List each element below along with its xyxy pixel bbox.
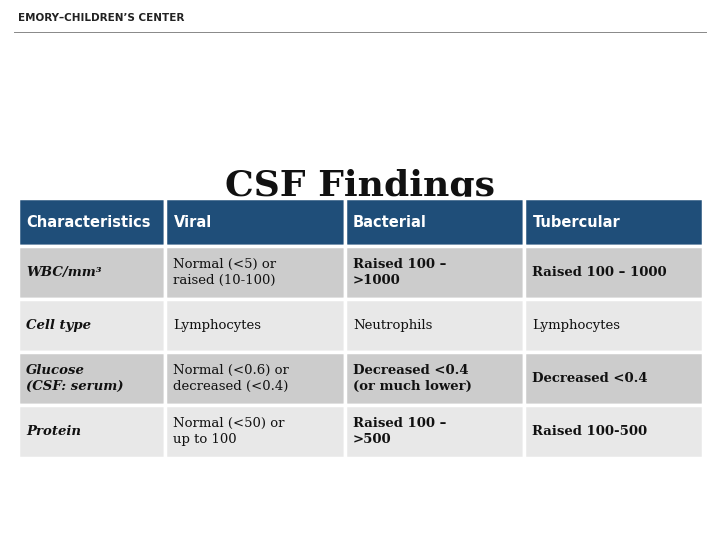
Text: Decreased <0.4: Decreased <0.4 [532,372,648,385]
Text: Decreased <0.4
(or much lower): Decreased <0.4 (or much lower) [353,364,472,393]
Bar [18,405,166,458]
Bar [345,198,524,246]
Bar [524,198,703,246]
Text: Bacterial: Bacterial [353,214,427,230]
Text: Raised 100 – 1000: Raised 100 – 1000 [532,266,667,279]
Bar [166,405,345,458]
Text: Lymphocytes: Lymphocytes [174,319,261,332]
Bar [166,352,345,405]
Text: Tubercular: Tubercular [532,214,620,230]
Bar [345,246,524,299]
Text: Normal (<0.6) or
decreased (<0.4): Normal (<0.6) or decreased (<0.4) [174,364,289,393]
Bar [345,405,524,458]
Bar [166,299,345,352]
Text: Normal (<50) or
up to 100: Normal (<50) or up to 100 [174,417,285,446]
Bar [18,299,166,352]
Bar [166,198,345,246]
Bar [18,198,166,246]
Bar [524,405,703,458]
Text: EMORY–CHILDREN’S CENTER: EMORY–CHILDREN’S CENTER [18,13,184,23]
Text: Normal (<5) or
raised (10-100): Normal (<5) or raised (10-100) [174,258,276,287]
Bar [18,352,166,405]
Bar [166,246,345,299]
Text: Raised 100 –
>1000: Raised 100 – >1000 [353,258,446,287]
Text: Protein: Protein [26,425,81,438]
Text: Lymphocytes: Lymphocytes [532,319,621,332]
Text: WBC/mm³: WBC/mm³ [26,266,102,279]
Bar [524,246,703,299]
Text: Characteristics: Characteristics [26,214,150,230]
Text: Neutrophils: Neutrophils [353,319,432,332]
Bar [345,352,524,405]
Text: CSF Findings: CSF Findings [225,168,495,202]
Bar [524,299,703,352]
Bar [345,299,524,352]
Text: Viral: Viral [174,214,212,230]
Text: Raised 100-500: Raised 100-500 [532,425,647,438]
Text: Cell type: Cell type [26,319,91,332]
Text: Raised 100 –
>500: Raised 100 – >500 [353,417,446,446]
Bar [18,246,166,299]
Bar [524,352,703,405]
Text: Glucose
(CSF: serum): Glucose (CSF: serum) [26,364,124,393]
